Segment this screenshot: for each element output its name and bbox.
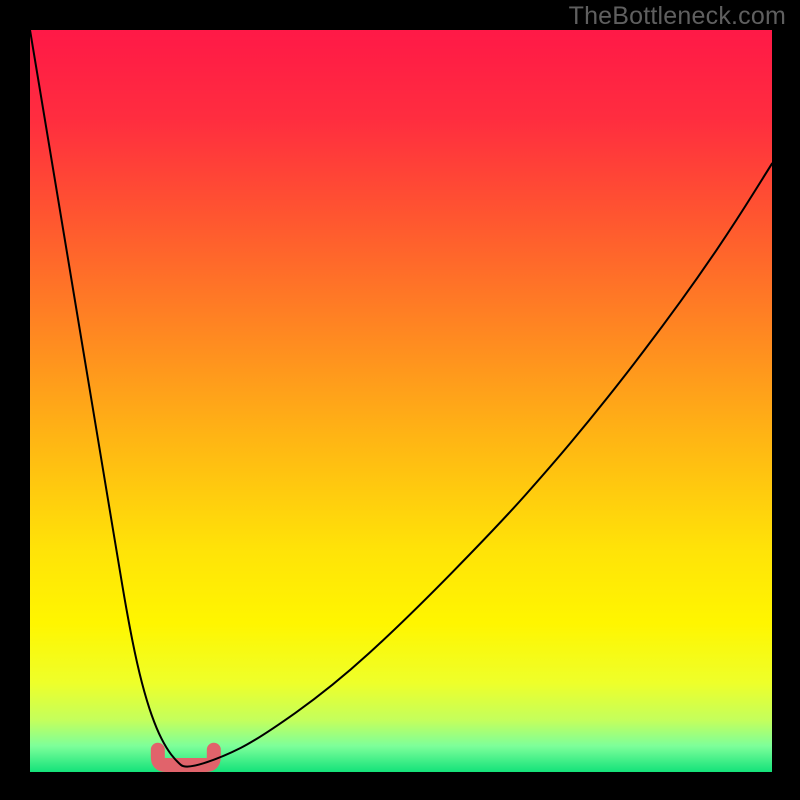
watermark-text: TheBottleneck.com	[569, 2, 786, 31]
plot-area	[30, 30, 772, 772]
gradient-background	[30, 30, 772, 772]
chart-frame: TheBottleneck.com	[0, 0, 800, 800]
bottleneck-chart-svg	[30, 30, 772, 772]
